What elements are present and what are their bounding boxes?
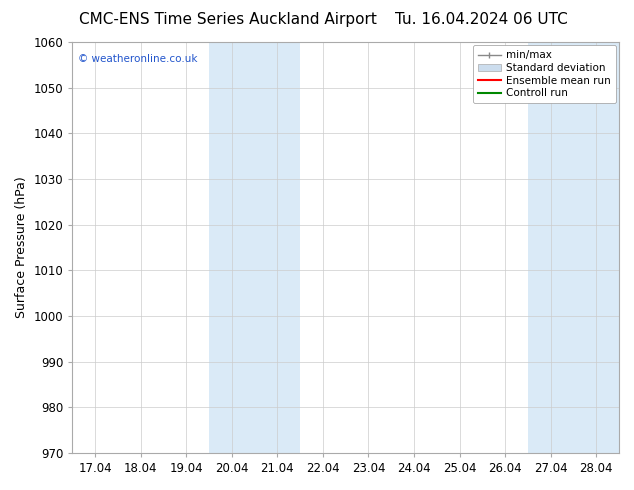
Text: Tu. 16.04.2024 06 UTC: Tu. 16.04.2024 06 UTC xyxy=(396,12,568,27)
Text: © weatheronline.co.uk: © weatheronline.co.uk xyxy=(78,54,197,64)
Bar xyxy=(209,42,300,453)
Text: CMC-ENS Time Series Auckland Airport: CMC-ENS Time Series Auckland Airport xyxy=(79,12,377,27)
Legend: min/max, Standard deviation, Ensemble mean run, Controll run: min/max, Standard deviation, Ensemble me… xyxy=(472,45,616,103)
Bar xyxy=(528,42,619,453)
Y-axis label: Surface Pressure (hPa): Surface Pressure (hPa) xyxy=(15,176,28,318)
